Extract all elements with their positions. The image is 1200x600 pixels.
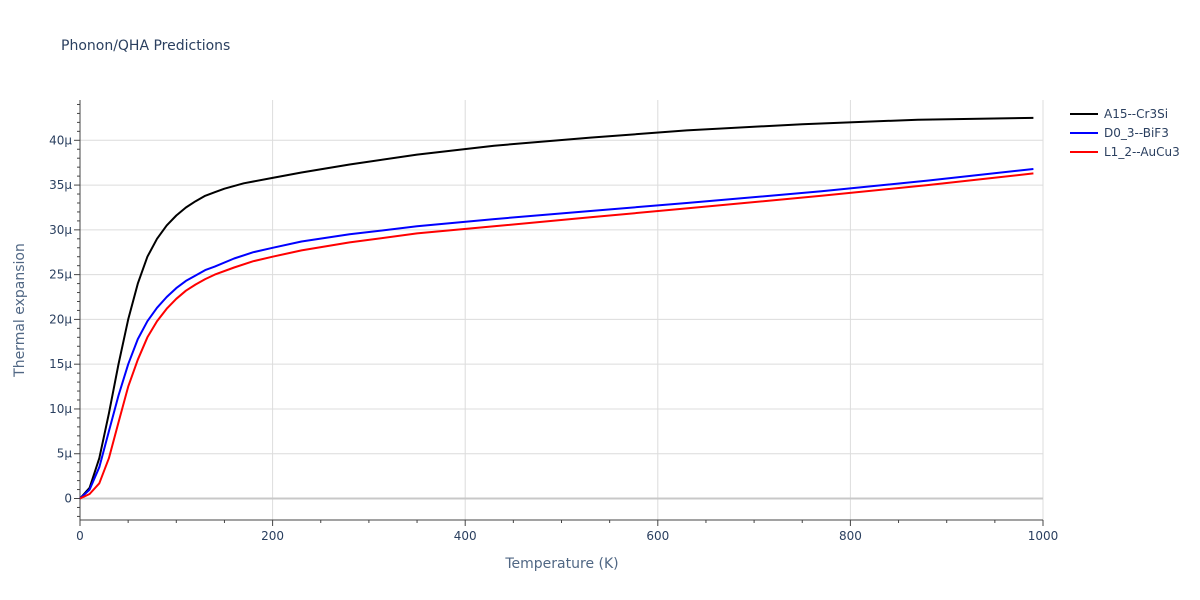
series-line-0 [79,116,1034,500]
x-tick-label: 1000 [1028,529,1059,543]
x-tick-label: 200 [261,529,284,543]
chart-title: Phonon/QHA Predictions [61,38,230,54]
legend[interactable]: A15--Cr3Si D0_3--BiF3 L1_2--AuCu3 [1070,107,1180,159]
x-tick-label: 600 [646,529,669,543]
y-tick-label: 35μ [49,178,72,192]
y-tick-label: 15μ [49,357,72,371]
y-tick-label: 5μ [57,447,73,461]
x-tick-label: 800 [839,529,862,543]
axes-layer: 0 200 400 600 800 1000 0 5μ 10μ 15μ 20μ 25μ 30μ 35μ 40… [49,100,1058,543]
x-tick-label: 0 [76,529,84,543]
grid-layer [80,100,1044,520]
legend-item[interactable]: D0_3--BiF3 [1070,126,1169,140]
legend-label: L1_2--AuCu3 [1104,145,1180,159]
y-tick-label: 40μ [49,133,72,147]
series-layer [79,116,1034,500]
y-axis-title: Thermal expansion [12,243,28,378]
legend-label: D0_3--BiF3 [1104,126,1169,140]
y-tick-label: 20μ [49,312,72,326]
legend-item[interactable]: L1_2--AuCu3 [1070,145,1180,159]
legend-label: A15--Cr3Si [1104,107,1168,121]
series-line-1 [79,168,1034,500]
y-tick-label: 25μ [49,268,72,282]
legend-item[interactable]: A15--Cr3Si [1070,107,1168,121]
x-tick-label: 400 [454,529,477,543]
y-tick-label: 30μ [49,223,72,237]
y-tick-label: 0 [64,492,72,506]
y-tick-label: 10μ [49,402,72,416]
x-axis-title: Temperature (K) [504,556,618,572]
series-line-2 [79,172,1034,500]
